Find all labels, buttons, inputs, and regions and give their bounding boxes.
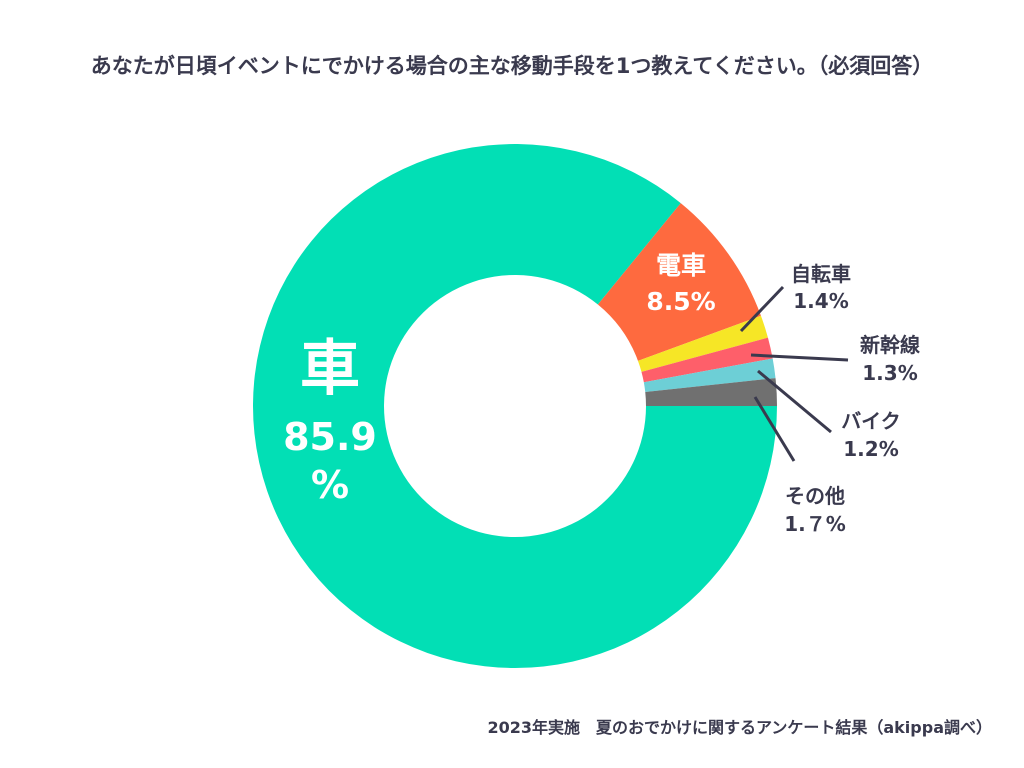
slice-other [645, 378, 777, 406]
source-note: 2023年実施 夏のおでかけに関するアンケート結果（akippa調べ） [487, 718, 992, 737]
slice-unit-car: % [311, 463, 349, 507]
leader-motorbike [757, 369, 832, 434]
slice-value-other: 1.７% [784, 512, 846, 536]
slice-shinkansen [641, 337, 773, 383]
leader-bicycle [739, 285, 785, 333]
slice-motorbike [643, 358, 776, 393]
slice-value-motorbike: 1.2% [843, 437, 898, 461]
slice-value-bicycle: 1.4% [793, 289, 848, 313]
leader-lines [739, 285, 849, 462]
slices-layer [253, 143, 778, 668]
slice-value-train: 8.5% [646, 287, 715, 316]
slice-label-bicycle: 自転車 [791, 262, 851, 286]
slice-label-other: その他 [785, 484, 845, 508]
slice-value-car: 85.9 [283, 415, 377, 459]
slice-train [597, 203, 761, 361]
slice-bicycle [637, 315, 768, 372]
slice-labels: 車 85.9 % 電車 8.5% 自転車 1.4% 新幹線 1.3% バイク 1… [283, 251, 920, 536]
slice-label-train: 電車 [656, 251, 706, 280]
slice-label-car: 車 [300, 334, 360, 404]
slice-car [253, 143, 778, 668]
slice-label-motorbike: バイク [841, 409, 901, 433]
leader-shinkansen [750, 353, 849, 362]
chart-title: あなたが日頃イベントにでかける場合の主な移動手段を1つ教えてください。（必須回答… [90, 54, 934, 78]
slice-value-shinkansen: 1.3% [862, 361, 917, 385]
leader-other [753, 396, 796, 462]
slice-label-shinkansen: 新幹線 [860, 333, 920, 357]
